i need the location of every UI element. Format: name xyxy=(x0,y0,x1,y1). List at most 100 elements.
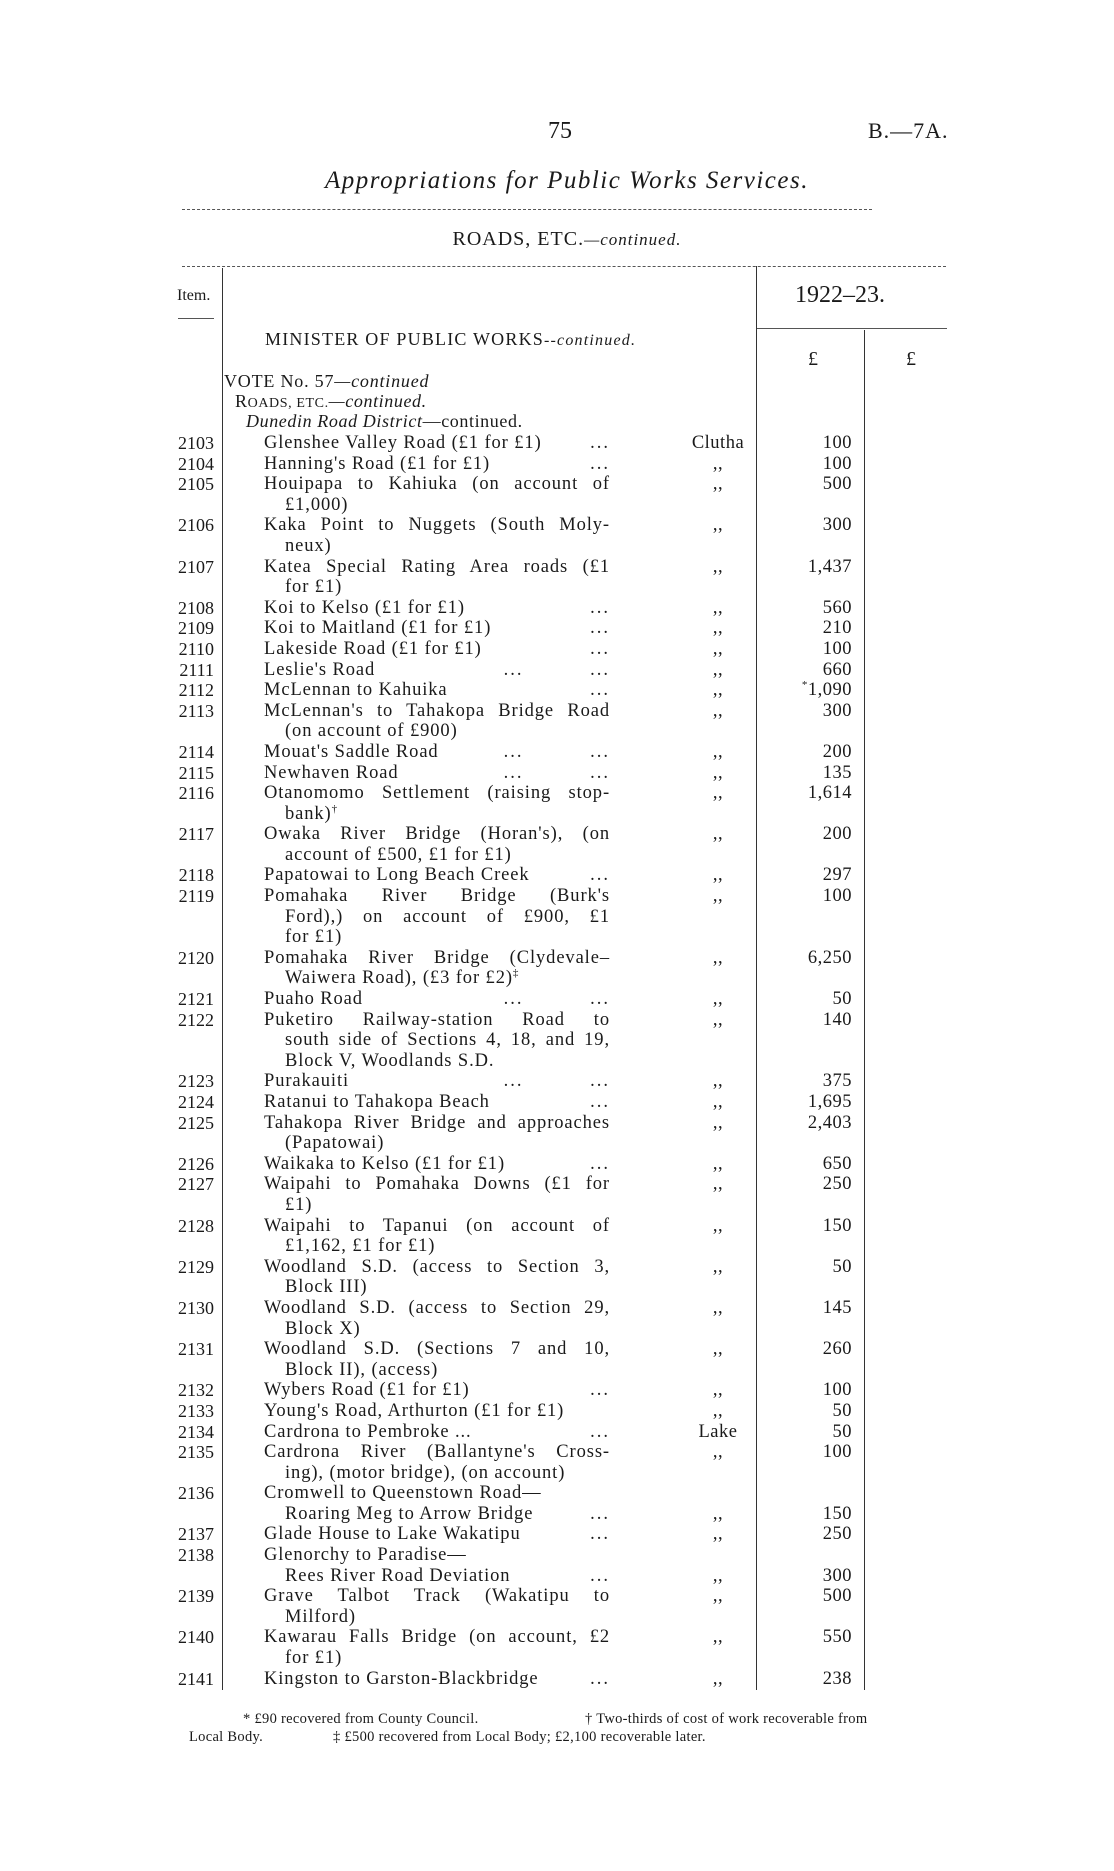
dot-leader: ... xyxy=(590,1092,610,1112)
footnote-2: † Two-thirds of cost of work recoverable… xyxy=(585,1711,868,1727)
row-line: for £1) xyxy=(0,927,1114,948)
item-description: Block V, Woodlands S.D. xyxy=(285,1050,495,1071)
item-number: 2139 xyxy=(178,1586,214,1607)
amount: 6,250 xyxy=(807,947,852,968)
item-number: 2114 xyxy=(178,741,214,762)
item-number: 2131 xyxy=(178,1339,214,1360)
item-description: for £1) xyxy=(285,577,343,598)
roads-subheading: ROADS, ETC.—continued. xyxy=(235,391,427,411)
item-description: bank)† xyxy=(285,802,339,824)
row-line: 2140 Kawarau Falls Bridge (on account, £2… xyxy=(0,1627,1114,1648)
table-row: 2136 Cromwell to Queenstown Road— Roaring … xyxy=(0,1483,1114,1524)
item-number: 2111 xyxy=(179,659,214,680)
row-line: 2128 Waipahi to Tapanui (on account of,, 1… xyxy=(0,1216,1114,1237)
row-line: 2139 Grave Talbot Track (Wakatipu to,, 500 xyxy=(0,1586,1114,1607)
table-row: 2123 Purakauiti ... ...,, 375 xyxy=(0,1071,1114,1092)
footnote-mark: ‡ xyxy=(512,967,520,980)
amount: 140 xyxy=(822,1009,852,1030)
row-line: 2141 Kingston to Garston-Blackbridge...,,… xyxy=(0,1669,1114,1690)
dot-leader: ... xyxy=(590,638,610,659)
item-description: Pomahaka River Bridge (Clydevale– xyxy=(264,947,610,968)
appropriations-table: 2103 Glenshee Valley Road (£1 for £1)... C… xyxy=(0,433,1114,1689)
table-row: 2139 Grave Talbot Track (Wakatipu to,, 500… xyxy=(0,1586,1114,1627)
item-description: Ford),) on account of £900, £1 xyxy=(285,906,610,927)
amount: 50 xyxy=(832,989,852,1010)
amount: 100 xyxy=(822,453,852,474)
item-number: 2107 xyxy=(178,556,214,577)
item-description: ing), (motor bridge), (on account) xyxy=(285,1462,566,1483)
dot-leader: ... xyxy=(590,1524,610,1545)
item-description: Woodland S.D. (access to Section 3, xyxy=(264,1256,610,1277)
item-number: 2104 xyxy=(178,453,214,474)
location: ,, xyxy=(712,1112,724,1133)
item-description: Cardrona River (Ballantyne's Cross- xyxy=(264,1442,610,1463)
location: ,, xyxy=(712,1503,724,1524)
item-description: £1) xyxy=(285,1194,313,1215)
table-row: 2131 Woodland S.D. (Sections 7 and 10,,, 2… xyxy=(0,1339,1114,1380)
item-description: Kawarau Falls Bridge (on account, £2 xyxy=(264,1627,610,1648)
location: ,, xyxy=(712,474,724,495)
dot-leader: ... xyxy=(590,597,610,618)
location: ,, xyxy=(712,947,724,968)
table-row: 2116 Otanomomo Settlement (raising stop-,… xyxy=(0,783,1114,824)
item-number: 2126 xyxy=(178,1153,214,1174)
row-line: 2136 Cromwell to Queenstown Road— xyxy=(0,1483,1114,1504)
column-divider xyxy=(756,266,757,1690)
amount: 250 xyxy=(822,1174,852,1195)
dot-leader: ... ... xyxy=(503,659,610,680)
item-description: Waipahi to Tapanui (on account of xyxy=(264,1215,610,1236)
item-description: Lakeside Road (£1 for £1) xyxy=(264,638,482,659)
row-line: neux) xyxy=(0,536,1114,557)
row-line: 2125 Tahakopa River Bridge and approaches… xyxy=(0,1113,1114,1134)
location: ,, xyxy=(712,638,724,659)
table-row: 2109 Koi to Maitland (£1 for £1)...,, 210 xyxy=(0,618,1114,639)
table-row: 2122 Puketiro Railway-station Road to,, 14… xyxy=(0,1010,1114,1072)
table-row: 2135 Cardrona River (Ballantyne's Cross-,… xyxy=(0,1442,1114,1483)
row-line: 2122 Puketiro Railway-station Road to,, 14… xyxy=(0,1010,1114,1031)
amount: 200 xyxy=(822,824,852,845)
row-line: 2121 Puaho Road ... ...,, 50 xyxy=(0,989,1114,1010)
column-divider xyxy=(222,268,223,1690)
row-line: 2124 Ratanui to Tahakopa Beach...,, 1,695 xyxy=(0,1092,1114,1113)
amount: 238 xyxy=(822,1668,852,1689)
item-description: Wybers Road (£1 for £1) xyxy=(264,1380,470,1401)
row-line: Block III) xyxy=(0,1277,1114,1298)
dot-leader: ... xyxy=(590,1153,610,1174)
table-row: 2110 Lakeside Road (£1 for £1)...,, 100 xyxy=(0,639,1114,660)
amount: 135 xyxy=(822,762,852,783)
location: ,, xyxy=(712,865,724,886)
item-number: 2117 xyxy=(178,824,214,845)
row-line: £1,162, £1 for £1) xyxy=(0,1236,1114,1257)
item-description: Glenorchy to Paradise— xyxy=(264,1545,467,1566)
item-description: Owaka River Bridge (Horan's), (on xyxy=(264,824,610,845)
row-line: Rees River Road Deviation...,, 300 xyxy=(0,1566,1114,1587)
table-row: 2124 Ratanui to Tahakopa Beach...,, 1,695 xyxy=(0,1092,1114,1113)
amount: 100 xyxy=(822,433,852,453)
row-line: south side of Sections 4, 18, and 19, xyxy=(0,1030,1114,1051)
item-number: 2137 xyxy=(178,1524,214,1545)
item-number: 2121 xyxy=(178,989,214,1010)
dot-leader: ... xyxy=(590,1565,610,1586)
footnote-1: * £90 recovered from County Council. xyxy=(243,1711,479,1727)
item-description: Kingston to Garston-Blackbridge xyxy=(264,1668,539,1689)
row-line: 2118 Papatowai to Long Beach Creek...,, 29… xyxy=(0,865,1114,886)
item-description: Glade House to Lake Wakatipu xyxy=(264,1524,521,1545)
location: ,, xyxy=(712,556,724,577)
table-row: 2119 Pomahaka River Bridge (Burk's,, 100 Fo… xyxy=(0,886,1114,948)
item-description: McLennan's to Tahakopa Bridge Road xyxy=(264,700,610,721)
dot-leader: ... ... xyxy=(503,989,610,1010)
location: ,, xyxy=(712,1627,724,1648)
item-number: 2127 xyxy=(178,1174,214,1195)
row-line: Block X) xyxy=(0,1319,1114,1340)
location: ,, xyxy=(712,1071,724,1092)
row-line: 2113 McLennan's to Tahakopa Bridge Road,,… xyxy=(0,701,1114,722)
item-number: 2140 xyxy=(178,1627,214,1648)
page-number: 75 xyxy=(548,118,572,144)
item-column-header: Item. xyxy=(177,287,211,304)
item-number: 2109 xyxy=(178,618,214,639)
table-row: 2133 Young's Road, Arthurton (£1 for £1),… xyxy=(0,1401,1114,1422)
dot-leader: ... xyxy=(590,618,610,639)
location: ,, xyxy=(712,1174,724,1195)
table-row: 2115 Newhaven Road ... ...,, 135 xyxy=(0,763,1114,784)
item-description: Ratanui to Tahakopa Beach xyxy=(264,1092,490,1112)
